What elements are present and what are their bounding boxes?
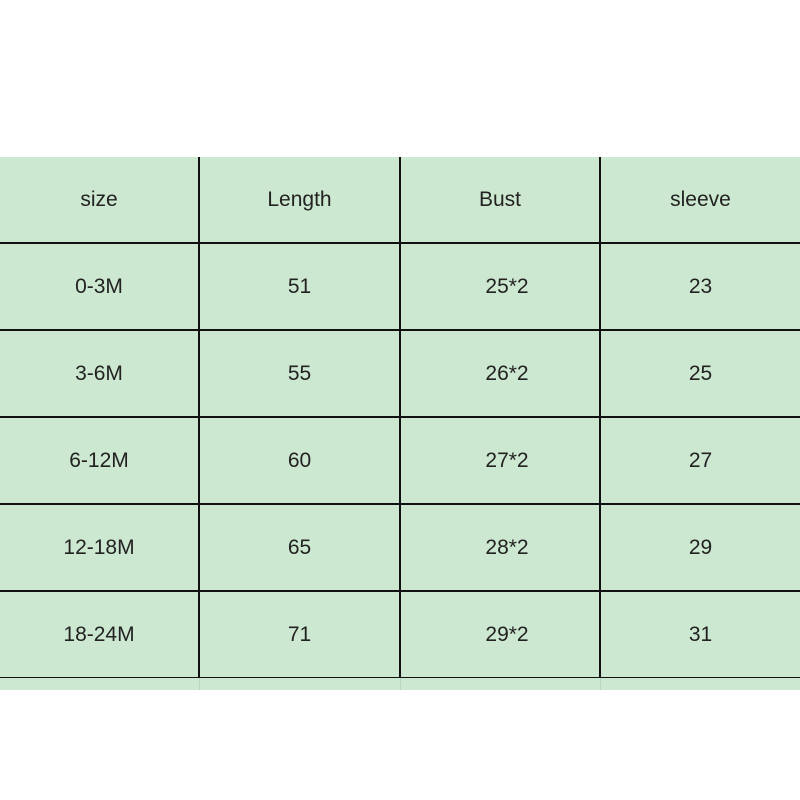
table-cell: 25*2 [401,244,601,329]
table-cell: 28*2 [401,505,601,590]
table-cell: 29 [688,535,713,559]
header-row: size Length Bust sleeve [0,157,800,244]
table-cell: 26*2 [401,331,601,416]
table-cell: 29*2 [401,592,601,677]
column-header: Bust [401,157,601,242]
table-row: 3-6M 55 26*2 25 [0,331,800,418]
table-cell: 12-18M [0,505,200,590]
column-header: Length [200,157,401,242]
table-cell: 3-6M [0,331,200,416]
table-row: 12-18M 65 28*2 29 [0,505,800,592]
table-continuation-strip [0,678,800,690]
column-header: size [0,157,200,242]
table-cell: 31 [688,622,713,646]
table-cell: 60 [200,418,401,503]
table-cell: 25 [688,361,713,385]
table-cell: 18-24M [0,592,200,677]
table-cell: 27 [688,448,713,472]
table-cell: 27*2 [401,418,601,503]
table-cell: 71 [200,592,401,677]
table-cell: 6-12M [0,418,200,503]
table-cell: 0-3M [0,244,200,329]
table-row: 6-12M 60 27*2 27 [0,418,800,505]
table-row: 0-3M 51 25*2 23 [0,244,800,331]
table-cell: 65 [200,505,401,590]
table-cell: 23 [688,274,713,298]
table-row: 18-24M 71 29*2 31 [0,592,800,679]
size-chart-table: size Length Bust sleeve 0-3M 51 25*2 23 3-6M 55 26… [0,157,800,679]
table-cell: 51 [200,244,401,329]
column-header: sleeve [670,187,731,211]
table-cell: 55 [200,331,401,416]
